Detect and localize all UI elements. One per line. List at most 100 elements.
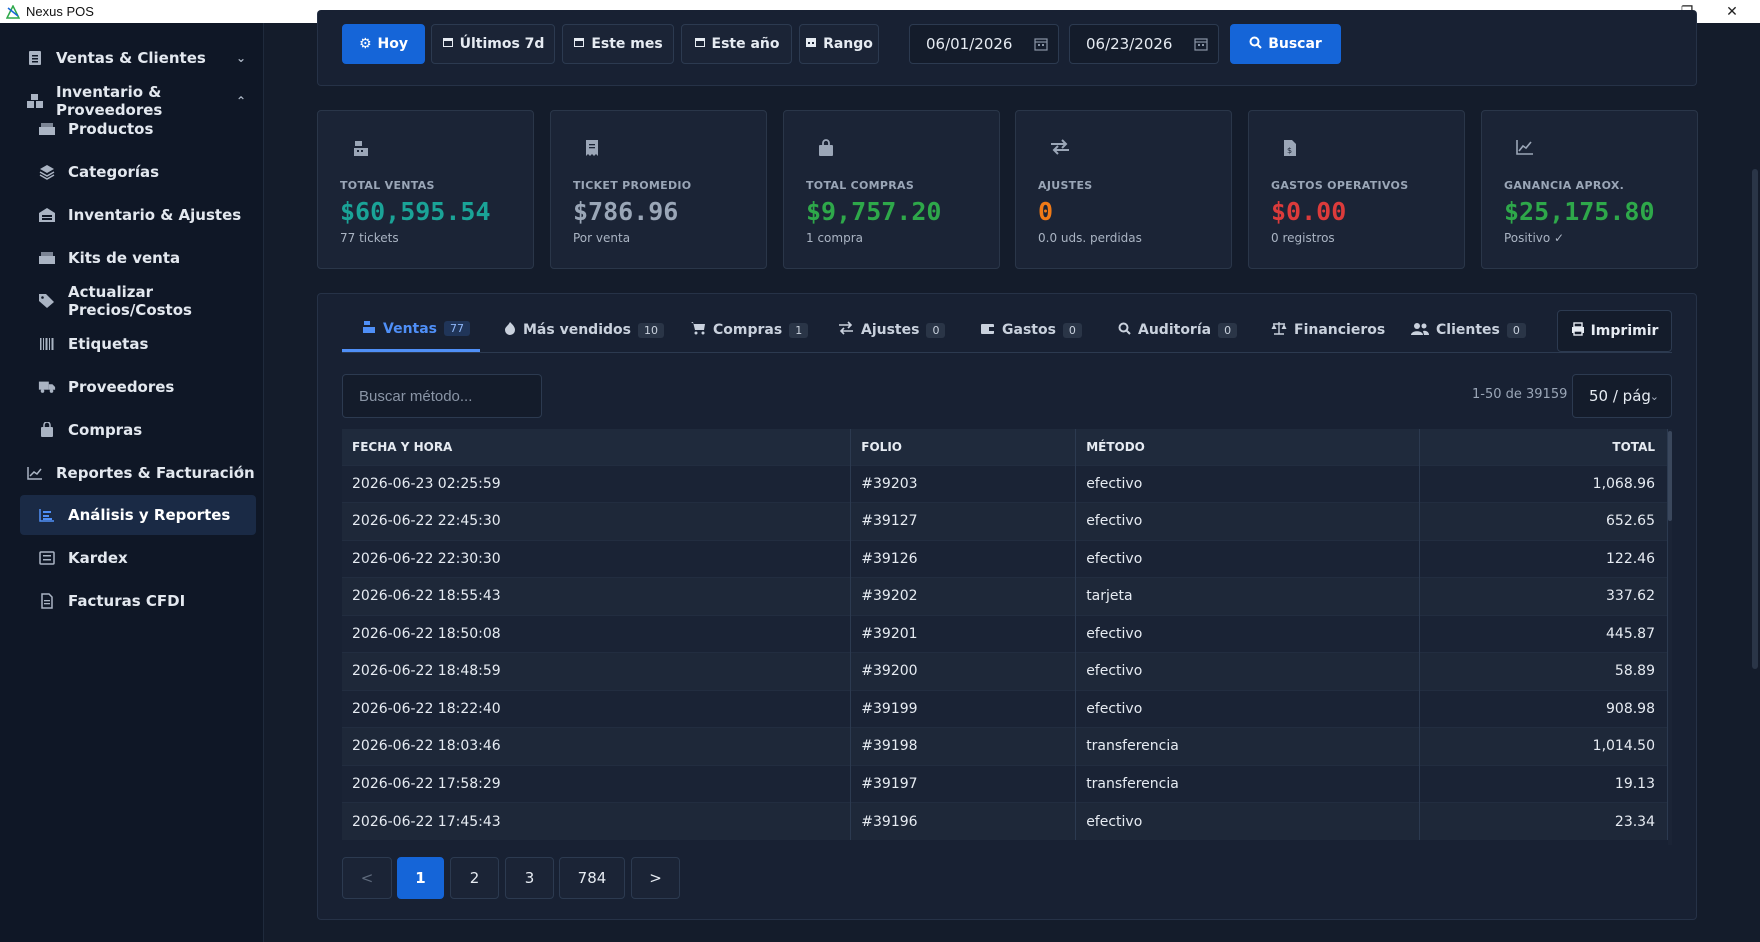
date-to-input[interactable]: 06/23/2026 bbox=[1069, 24, 1219, 64]
sidebar-item-label: Actualizar Precios/Costos bbox=[68, 283, 192, 319]
cell-fecha: 2026-06-22 22:45:30 bbox=[342, 502, 852, 540]
pagination-page-3[interactable]: 3 bbox=[505, 857, 554, 899]
calendar-icon[interactable] bbox=[1194, 37, 1208, 55]
boxes-icon bbox=[38, 120, 56, 138]
pagination-page-1[interactable]: 1 bbox=[397, 857, 444, 899]
sidebar-item-label: Proveedores bbox=[68, 378, 175, 396]
table-row[interactable]: 2026-06-22 18:50:08 #39201 efectivo 445.87 bbox=[342, 614, 1668, 653]
tab-label: Compras bbox=[713, 322, 783, 338]
sidebar-item-analisis-reportes[interactable]: Análisis y Reportes bbox=[20, 495, 256, 535]
tab-label: Más vendidos bbox=[523, 322, 631, 338]
filter-month-button[interactable]: Este mes bbox=[562, 24, 674, 64]
page-scrollbar[interactable] bbox=[1750, 23, 1760, 942]
exchange-icon bbox=[1050, 139, 1070, 159]
table-row[interactable]: 2026-06-22 18:55:43 #39202 tarjeta 337.62 bbox=[342, 577, 1668, 615]
stat-label: GASTOS OPERATIVOS bbox=[1271, 179, 1409, 192]
cell-total: 122.46 bbox=[1419, 539, 1668, 578]
sidebar-item-categorias[interactable]: Categorías bbox=[20, 152, 256, 192]
stat-subtext: Positivo ✓ bbox=[1504, 231, 1565, 245]
close-button[interactable]: ✕ bbox=[1726, 3, 1738, 20]
column-header-fecha[interactable]: FECHA Y HORA bbox=[342, 429, 852, 465]
tab-gastos[interactable]: Gastos 0 bbox=[960, 308, 1102, 352]
tab-financieros[interactable]: Financieros bbox=[1251, 308, 1405, 352]
tab-auditoria[interactable]: Auditoría 0 bbox=[1098, 308, 1257, 352]
sidebar-item-productos[interactable]: Productos bbox=[20, 109, 256, 149]
tab-ajustes[interactable]: Ajustes 0 bbox=[818, 308, 965, 352]
cell-total: 19.13 bbox=[1419, 764, 1668, 803]
table-row[interactable]: 2026-06-22 18:03:46 #39198 transferencia 1,… bbox=[342, 727, 1668, 765]
print-button[interactable]: Imprimir bbox=[1557, 310, 1672, 352]
filter-today-button[interactable]: ⚙ Hoy bbox=[342, 24, 425, 64]
sidebar-group-reportes-facturacion[interactable]: Reportes & Facturación ⌃ bbox=[26, 458, 256, 488]
column-header-folio[interactable]: FOLIO bbox=[850, 429, 1077, 465]
table-row[interactable]: 2026-06-22 22:45:30 #39127 efectivo 652.65 bbox=[342, 502, 1668, 540]
page-scrollbar-thumb[interactable] bbox=[1752, 169, 1758, 669]
cell-metodo: efectivo bbox=[1075, 539, 1421, 578]
filter-year-button[interactable]: Este año bbox=[681, 24, 792, 64]
search-button[interactable]: Buscar bbox=[1230, 24, 1341, 64]
sidebar-item-inventario-ajustes[interactable]: Inventario & Ajustes bbox=[20, 195, 256, 235]
svg-text:$: $ bbox=[1287, 146, 1292, 155]
sidebar-item-kits-venta[interactable]: Kits de venta bbox=[20, 238, 256, 278]
tab-mas-vendidos[interactable]: Más vendidos 10 bbox=[484, 308, 684, 352]
tab-ventas[interactable]: Ventas 77 bbox=[342, 308, 480, 352]
tab-badge: 10 bbox=[637, 322, 664, 338]
stat-value: $786.96 bbox=[573, 197, 679, 226]
pagination-next-button[interactable]: > bbox=[631, 857, 680, 899]
sidebar-group-ventas-clientes[interactable]: Ventas & Clientes ⌄ bbox=[26, 43, 256, 73]
table-row[interactable]: 2026-06-22 22:30:30 #39126 efectivo 122.46 bbox=[342, 539, 1668, 578]
table-row[interactable]: 2026-06-22 18:48:59 #39200 efectivo 58.89 bbox=[342, 652, 1668, 690]
sidebar-item-facturas-cfdi[interactable]: Facturas CFDI bbox=[20, 581, 256, 621]
search-method-input[interactable] bbox=[342, 374, 542, 418]
line-chart-icon bbox=[26, 464, 44, 482]
cell-folio: #39126 bbox=[850, 539, 1077, 578]
tab-compras[interactable]: Compras 1 bbox=[670, 308, 828, 352]
search-icon bbox=[1118, 322, 1131, 339]
page-size-select[interactable]: 50 / pág ⌄ bbox=[1572, 374, 1672, 418]
sidebar-group-inventario-proveedores[interactable]: Inventario & Proveedores ⌃ bbox=[26, 83, 256, 119]
filter-year-label: Este año bbox=[711, 36, 780, 52]
filter-range-label: Rango bbox=[823, 36, 873, 52]
layers-icon bbox=[38, 163, 56, 181]
filter-today-label: Hoy bbox=[377, 36, 409, 52]
cell-total: 1,014.50 bbox=[1419, 727, 1668, 765]
filter-last7-button[interactable]: Últimos 7d bbox=[431, 24, 555, 64]
cell-fecha: 2026-06-22 18:48:59 bbox=[342, 652, 852, 690]
column-header-total[interactable]: TOTAL bbox=[1419, 429, 1668, 465]
sidebar-item-compras[interactable]: Compras bbox=[20, 410, 256, 450]
table-row[interactable]: 2026-06-23 02:25:59 #39203 efectivo 1,068.9… bbox=[342, 464, 1668, 503]
table-scrollbar[interactable] bbox=[1668, 429, 1672, 845]
pagination-prev-button[interactable]: < bbox=[342, 857, 392, 899]
date-from-input[interactable]: 06/01/2026 bbox=[909, 24, 1059, 64]
chart-icon bbox=[38, 506, 56, 524]
table-row[interactable]: 2026-06-22 18:22:40 #39199 efectivo 908.98 bbox=[342, 689, 1668, 728]
sidebar-item-label: Análisis y Reportes bbox=[68, 506, 231, 524]
table-header-row: FECHA Y HORA FOLIO MÉTODO TOTAL bbox=[342, 429, 1668, 465]
stat-value: $9,757.20 bbox=[806, 197, 942, 226]
pagination-page-last[interactable]: 784 bbox=[559, 857, 625, 899]
cell-total: 337.62 bbox=[1419, 577, 1668, 615]
table-row[interactable]: 2026-06-22 17:45:43 #39196 efectivo 23.34 bbox=[342, 802, 1668, 840]
stat-value: $60,595.54 bbox=[340, 197, 491, 226]
sidebar-item-etiquetas[interactable]: Etiquetas bbox=[20, 324, 256, 364]
table-scrollbar-thumb[interactable] bbox=[1668, 431, 1672, 521]
filter-range-button[interactable]: Rango bbox=[799, 24, 879, 64]
calendar-icon[interactable] bbox=[1034, 37, 1048, 55]
stat-card-total-compras: TOTAL COMPRAS $9,757.20 1 compra bbox=[783, 110, 1000, 269]
cell-metodo: efectivo bbox=[1075, 464, 1421, 503]
table-row[interactable]: 2026-06-22 17:58:29 #39197 transferencia 19… bbox=[342, 764, 1668, 803]
pagination-page-2[interactable]: 2 bbox=[450, 857, 499, 899]
cell-folio: #39201 bbox=[850, 614, 1077, 653]
stat-subtext: 1 compra bbox=[806, 231, 863, 245]
stat-value: 0 bbox=[1038, 197, 1054, 226]
stat-value: $0.00 bbox=[1271, 197, 1347, 226]
wallet-icon bbox=[980, 322, 995, 339]
column-header-metodo[interactable]: MÉTODO bbox=[1075, 429, 1421, 465]
print-label: Imprimir bbox=[1590, 323, 1659, 339]
sidebar-item-kardex[interactable]: Kardex bbox=[20, 538, 256, 578]
filter-last7-label: Últimos 7d bbox=[459, 36, 545, 52]
tab-clientes[interactable]: Clientes 0 bbox=[1391, 308, 1546, 352]
sidebar-item-actualizar-precios[interactable]: Actualizar Precios/Costos bbox=[20, 281, 256, 321]
printer-icon bbox=[1571, 322, 1585, 340]
sidebar-item-proveedores[interactable]: Proveedores bbox=[20, 367, 256, 407]
